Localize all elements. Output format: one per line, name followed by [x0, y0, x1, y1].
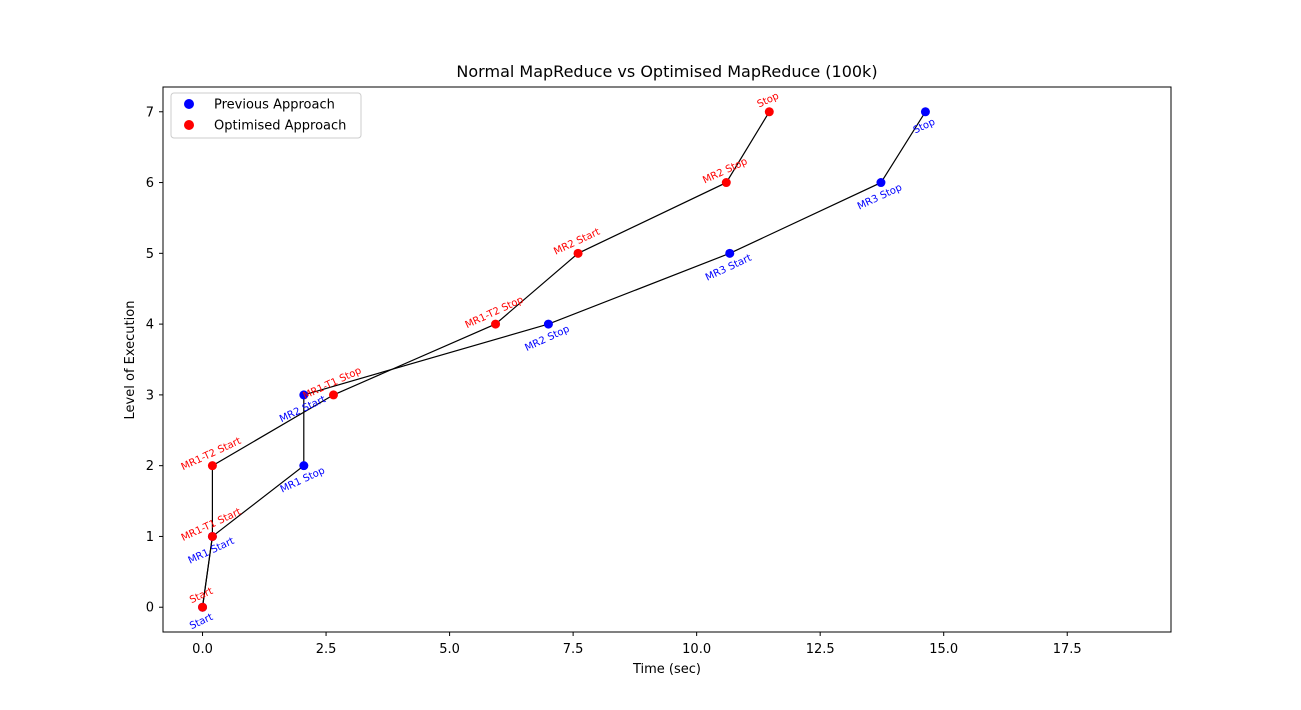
y-axis-title: Level of Execution: [123, 301, 138, 420]
series-1-point: [207, 531, 217, 541]
x-tick-label: 2.5: [316, 642, 337, 657]
x-tick-label: 17.5: [1053, 642, 1082, 657]
series-1-point: [491, 319, 501, 329]
series-0-point: [920, 107, 930, 117]
series-1-point: [207, 461, 217, 471]
y-tick-label: 7: [146, 105, 154, 120]
series-0-point: [543, 319, 553, 329]
y-tick-label: 6: [146, 176, 154, 191]
series-1-point: [198, 602, 208, 612]
legend-marker-optimised: [184, 120, 194, 130]
legend-label-previous: Previous Approach: [214, 98, 335, 113]
x-tick-label: 12.5: [806, 642, 835, 657]
chart-title: Normal MapReduce vs Optimised MapReduce …: [456, 62, 877, 81]
series-1-point-label: Stop: [756, 91, 781, 111]
series-1-point: [721, 178, 731, 188]
y-tick-label: 1: [146, 530, 154, 545]
series-0-point: [299, 461, 309, 471]
x-tick-label: 15.0: [929, 642, 958, 657]
legend: Previous Approach Optimised Approach: [170, 92, 362, 139]
y-tick-label: 0: [146, 601, 154, 616]
y-axis: 0 1 2 3 4 5 6 7: [146, 105, 163, 616]
x-tick-label: 10.0: [682, 642, 711, 657]
series-1-point: [328, 390, 338, 400]
series-0-point: [725, 248, 735, 258]
x-axis-title: Time (sec): [632, 662, 701, 677]
series-line-0: [201, 111, 926, 608]
y-tick-label: 3: [146, 388, 154, 403]
x-tick-label: 0.0: [192, 642, 213, 657]
series-0-point-label: Start: [188, 612, 215, 632]
series-0-point: [299, 390, 309, 400]
y-tick-label: 4: [146, 318, 154, 333]
series-1-point: [764, 107, 774, 117]
x-axis: 0.0 2.5 5.0 7.5 10.0 12.5 15.0 17.5: [192, 632, 1082, 657]
x-tick-label: 7.5: [563, 642, 584, 657]
series-line-1: [201, 111, 770, 608]
series-1-point: [573, 248, 583, 258]
legend-label-optimised: Optimised Approach: [214, 119, 346, 134]
legend-box: [170, 92, 362, 139]
y-tick-label: 5: [146, 247, 154, 262]
x-tick-label: 5.0: [439, 642, 460, 657]
series-0-point-label: Stop: [912, 117, 937, 137]
y-tick-label: 2: [146, 459, 154, 474]
legend-marker-previous: [184, 99, 194, 109]
series-0-point: [876, 178, 886, 188]
plot-frame: [162, 86, 1172, 633]
